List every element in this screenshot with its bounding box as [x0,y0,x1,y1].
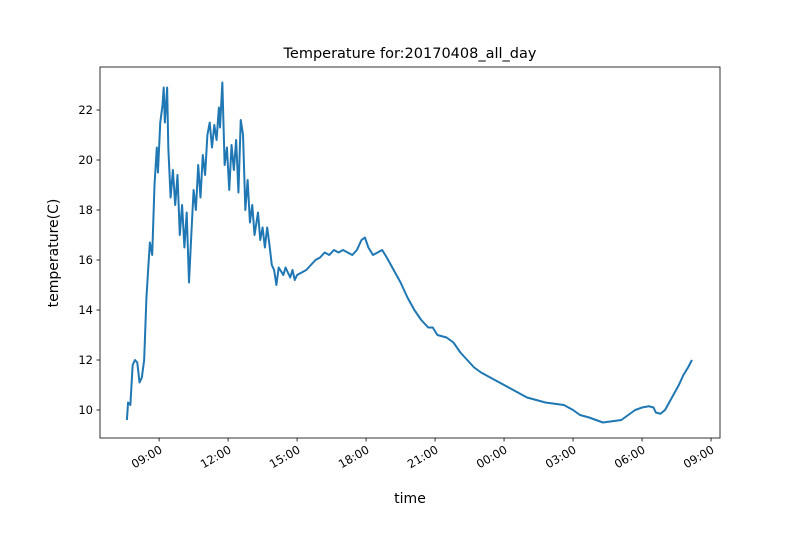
y-tick-label: 14 [78,303,93,317]
y-axis-label: temperature(C) [46,199,62,308]
y-tick-label: 22 [78,103,93,117]
y-tick-label: 20 [78,153,93,167]
y-tick-label: 18 [78,203,93,217]
x-axis-label: time [394,491,426,507]
y-tick-label: 10 [78,403,93,417]
y-tick-label: 12 [78,353,93,367]
chart-title: Temperature for:20170408_all_day [283,46,537,62]
axes-frame [99,66,721,439]
data-line [125,81,693,424]
y-tick-label: 16 [78,253,93,267]
